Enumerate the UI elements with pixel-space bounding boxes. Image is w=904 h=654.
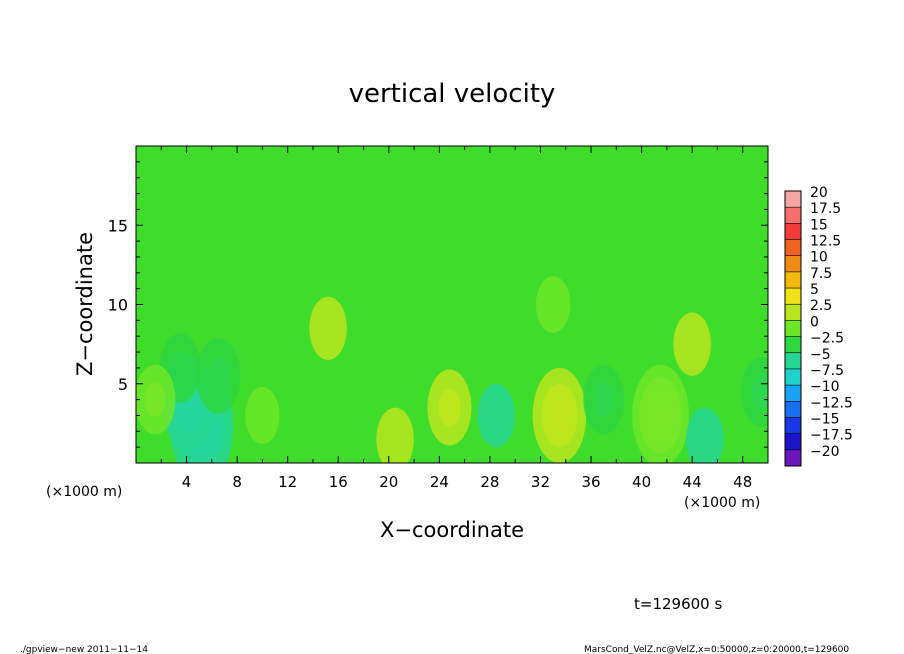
colorbar-label: 10 (810, 250, 828, 266)
y-tick-label: 15 (108, 216, 128, 235)
field-feature (535, 276, 571, 333)
contour-level (136, 364, 176, 435)
colorbar-swatch (785, 320, 801, 338)
contour-level (427, 369, 472, 446)
y-axis-ticks: 5 10 15 (108, 161, 768, 448)
colorbar-swatch (785, 417, 801, 435)
colorbar-swatch (785, 207, 801, 224)
colorbar-label: −10 (810, 379, 840, 395)
contour-level (196, 337, 241, 414)
field-feature (427, 369, 472, 446)
field-feature (632, 364, 689, 463)
colorbar-label: 2.5 (810, 298, 832, 314)
colorbar-label: 7.5 (810, 266, 832, 282)
field-feature (136, 364, 176, 435)
x-axis-ticks: 4 8 12 16 20 24 28 32 36 40 44 48 (160, 146, 752, 491)
x-unit-label-left: (×1000 m) (46, 484, 122, 500)
colorbar-swatch (785, 385, 801, 402)
field-feature (583, 364, 625, 435)
x-tick-label: 8 (232, 473, 242, 491)
x-tick-label: 48 (733, 473, 752, 491)
x-tick-label: 44 (683, 473, 702, 491)
contour-level (535, 276, 571, 333)
colorbar-label: −2.5 (810, 331, 844, 347)
contour-level (741, 356, 768, 427)
x-tick-label: 36 (581, 473, 600, 491)
x-tick-label: 20 (379, 473, 398, 491)
colorbar-label: −15 (810, 411, 840, 427)
colorbar-swatch (785, 352, 801, 370)
colorbar-swatch (785, 368, 801, 386)
x-tick-label: 28 (480, 473, 499, 491)
colorbar-swatch (785, 401, 801, 418)
colorbar-label: −17.5 (810, 428, 853, 444)
contour-level (245, 387, 280, 444)
x-tick-label: 16 (329, 473, 348, 491)
contour-level (583, 364, 625, 435)
field-feature (673, 312, 711, 376)
contour-level (632, 364, 689, 463)
colorbar-label: −5 (810, 347, 831, 363)
contour-level (532, 367, 587, 463)
colorbar-swatch (785, 449, 801, 467)
x-tick-label: 4 (182, 473, 192, 491)
colorbar-label: −12.5 (810, 395, 853, 411)
chart-title: vertical velocity (349, 79, 556, 109)
contour-level (477, 383, 516, 448)
colorbar-label: 17.5 (810, 201, 841, 217)
contour-level (673, 312, 711, 376)
x-unit-label-right: (×1000 m) (684, 495, 760, 511)
colorbar-label: 20 (810, 185, 828, 201)
field-feature (376, 407, 414, 463)
footer-right: MarsCond_VelZ.nc@VelZ,x=0:50000,z=0:2000… (584, 645, 849, 654)
field-feature (741, 356, 768, 427)
colorbar-label: −7.5 (810, 363, 844, 379)
field-feature (196, 337, 241, 414)
colorbar-swatch (785, 336, 801, 354)
colorbar-label: 5 (810, 282, 819, 298)
colorbar-label: −20 (810, 444, 840, 460)
x-axis-label: X−coordinate (380, 518, 524, 542)
colorbar-swatch (785, 433, 801, 451)
colorbar-label: 12.5 (810, 234, 841, 250)
plot-area (136, 146, 768, 463)
colorbar-swatch (785, 255, 801, 273)
x-tick-label: 32 (531, 473, 550, 491)
field-features (136, 276, 768, 463)
colorbar-swatch (785, 191, 801, 208)
y-axis-label: Z−coordinate (73, 232, 97, 376)
contour-level (309, 296, 347, 360)
field-feature (532, 367, 587, 463)
x-tick-label: 40 (632, 473, 651, 491)
colorbar-label: 0 (810, 314, 819, 330)
time-label: t=129600 s (634, 595, 722, 613)
x-tick-label: 24 (430, 473, 449, 491)
colorbar-label: 15 (810, 217, 828, 233)
field-feature (686, 407, 724, 463)
field-feature (477, 383, 516, 448)
colorbar-swatch (785, 239, 801, 257)
contour-level (686, 407, 724, 463)
y-tick-label: 10 (108, 296, 128, 315)
colorbar-swatch (785, 223, 801, 241)
y-tick-label: 5 (118, 375, 128, 394)
field-feature (309, 296, 347, 360)
footer-left: ./gpview−new 2011−11−14 (20, 645, 148, 654)
colorbar-swatch (785, 304, 801, 321)
field-feature (245, 387, 280, 444)
colorbar-swatch (785, 271, 801, 289)
colorbar: 2017.51512.5107.552.50−2.5−5−7.5−10−12.5… (784, 185, 853, 467)
contour-level (376, 407, 414, 463)
colorbar-swatch (785, 288, 801, 305)
x-tick-label: 12 (278, 473, 297, 491)
